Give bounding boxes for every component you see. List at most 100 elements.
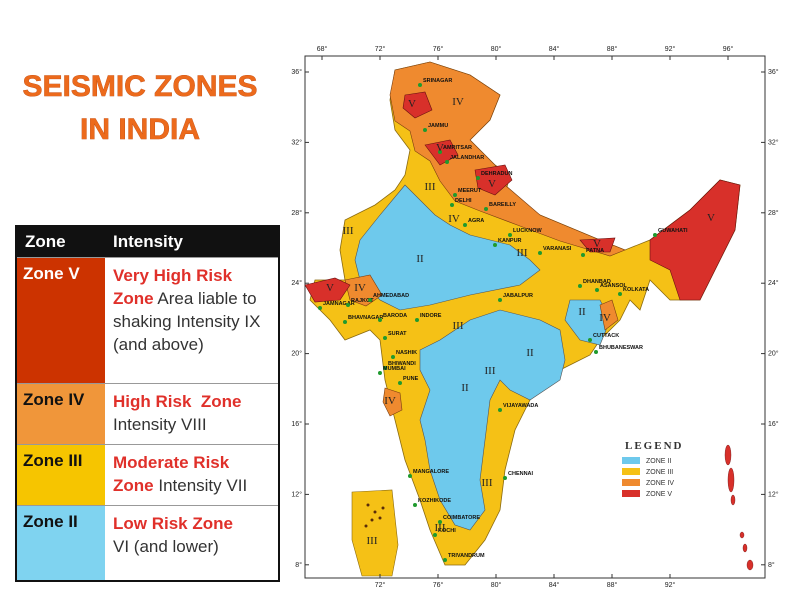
city-marker (578, 284, 582, 288)
city-label: KOZHIKODE (418, 498, 451, 504)
title-line: IN INDIA (80, 113, 200, 146)
city-label: BHUBANESWAR (599, 345, 643, 351)
city-marker (433, 533, 437, 537)
lon-tick-label: 88° (607, 45, 618, 53)
legend-swatch (622, 457, 640, 464)
lon-tick-label: 72° (375, 581, 386, 589)
city-label: AGRA (468, 218, 484, 224)
zone-label: III (485, 365, 496, 377)
lat-tick-label: 28° (291, 209, 302, 217)
city-marker (463, 223, 467, 227)
city-marker (346, 303, 350, 307)
zone-label: III (482, 477, 493, 489)
city-label: LUCKNOW (513, 228, 543, 234)
lon-tick-label: 92° (665, 581, 676, 589)
lon-tick-label: 68° (317, 45, 328, 53)
lat-tick-label: 32° (291, 138, 302, 146)
legend-item: ZONE III (646, 469, 673, 476)
lon-tick-label: 80° (491, 45, 502, 53)
lat-tick-label: 8° (768, 561, 775, 569)
lat-tick-label: 8° (295, 561, 302, 569)
legend-title: LEGEND (625, 440, 683, 452)
city-label: BAREILLY (489, 202, 516, 208)
zone-iv-area (389, 61, 626, 257)
zone-label: II (526, 347, 534, 359)
table-row: Zone II Low Risk Zone VI (and lower) (17, 505, 278, 580)
zone-v-area (474, 164, 513, 196)
city-marker (618, 292, 622, 296)
city-marker (413, 503, 417, 507)
city-marker (508, 233, 512, 237)
city-marker (418, 83, 422, 87)
city-label: MUMBAI (383, 366, 406, 372)
city-label: KOCHI (438, 528, 456, 534)
lakshadweep-islands (364, 503, 385, 528)
city-label: BHIWANDI (388, 361, 416, 367)
table-row: Zone III Moderate Risk Zone Intensity VI… (17, 444, 278, 505)
lat-tick-label: 16° (291, 420, 302, 428)
intensity-cell: Low Risk Zone VI (and lower) (105, 506, 278, 580)
legend-swatch (622, 479, 640, 486)
city-label: CHENNAI (508, 471, 534, 477)
city-label: AHMEDABAD (373, 293, 409, 299)
zone-label: IV (452, 96, 464, 108)
zone-label: IV (599, 312, 611, 324)
intensity-text: Area liable to shaking Intensity IX (and… (113, 289, 261, 354)
intensity-cell: Very High Risk Zone Area liable to shaki… (105, 258, 278, 383)
zone-label: IV (448, 213, 460, 225)
city-marker (318, 306, 322, 310)
city-label: JAMNAGAR (323, 301, 355, 307)
city-marker (438, 520, 442, 524)
zone-v-area (402, 91, 433, 119)
islands (724, 444, 754, 571)
zone-v-area (649, 179, 741, 301)
city-label: MANGALORE (413, 469, 449, 475)
city-marker (595, 288, 599, 292)
city-marker (443, 558, 447, 562)
city-marker (588, 338, 592, 342)
zone-label: V (707, 212, 715, 224)
zone-label: III (453, 320, 464, 332)
zone-iv-area (344, 274, 383, 307)
city-label: VARANASI (543, 246, 572, 252)
city-marker (581, 253, 585, 257)
risk-text: Low Risk Zone (113, 514, 233, 533)
city-label: INDORE (420, 313, 442, 319)
city-label: TRIVANDRUM (448, 553, 485, 559)
city-marker (383, 336, 387, 340)
zone-iii-area (309, 61, 741, 566)
lon-tick-label: 96° (723, 45, 734, 53)
city-marker (415, 318, 419, 322)
city-label: JALANDHAR (450, 155, 484, 161)
map-frame (304, 55, 766, 579)
intensity-text: Intensity VII (158, 476, 248, 495)
zone-v-area (304, 277, 351, 303)
zone-label: II (461, 382, 469, 394)
city-label: SURAT (388, 331, 407, 337)
city-marker (653, 233, 657, 237)
city-marker (453, 193, 457, 197)
intensity-text: Intensity VIII (113, 415, 207, 434)
zone-label: IV (384, 395, 396, 407)
legend-item: ZONE II (646, 458, 671, 465)
legend-item: ZONE V (646, 491, 672, 498)
city-label: VIJAYAWADA (503, 403, 538, 409)
legend: LEGEND (622, 440, 683, 497)
lat-tick-label: 28° (768, 209, 779, 217)
risk-text: High Risk Zone (113, 392, 242, 411)
zone-cell: Zone V (17, 258, 105, 383)
zone-ii-area (564, 299, 611, 346)
city-label: GUWAHATI (658, 228, 688, 234)
city-marker (378, 318, 382, 322)
city-marker (476, 176, 480, 180)
city-label: KOLKATA (623, 287, 649, 293)
zone-label: V (326, 282, 334, 294)
zone-label: IV (354, 282, 366, 294)
city-label: BARODA (383, 313, 407, 319)
city-label: JAMMU (428, 123, 448, 129)
zone-label: III (517, 247, 528, 259)
lat-tick-label: 36° (768, 68, 779, 76)
zone-ii-area (419, 309, 566, 531)
